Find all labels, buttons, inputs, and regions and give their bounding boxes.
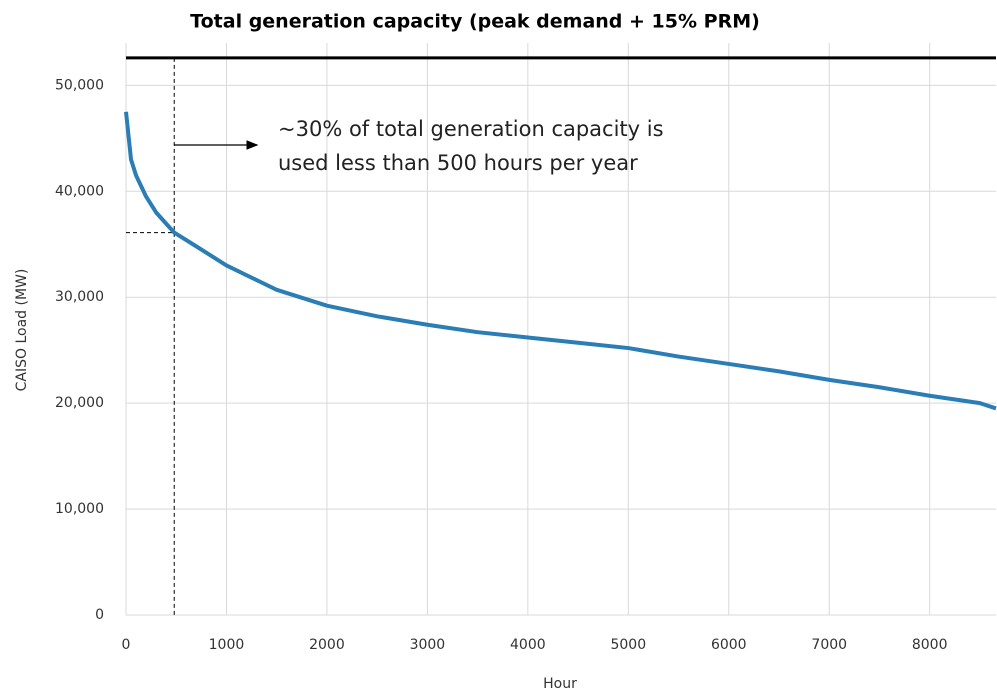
x-tick-label: 0: [122, 637, 131, 653]
y-tick-label: 50,000: [55, 77, 104, 93]
y-tick-label: 20,000: [55, 395, 104, 411]
x-tick-label: 8000: [912, 637, 948, 653]
y-tick-label: 30,000: [55, 289, 104, 305]
chart-title: Total generation capacity (peak demand +…: [190, 11, 760, 33]
x-tick-label: 6000: [711, 637, 747, 653]
x-tick-label: 3000: [410, 637, 446, 653]
x-tick-label: 7000: [811, 637, 847, 653]
x-tick-label: 5000: [610, 637, 646, 653]
x-axis-label: Hour: [543, 676, 577, 692]
x-tick-label: 1000: [209, 637, 245, 653]
y-tick-label: 0: [95, 607, 104, 623]
y-tick-label: 40,000: [55, 183, 104, 199]
y-tick-label: 10,000: [55, 501, 104, 517]
annotation: ~30% of total generation capacity is used…: [278, 117, 664, 175]
y-axis-label: CAISO Load (MW): [14, 269, 30, 392]
x-tick-label: 2000: [309, 637, 345, 653]
load-curve: [124, 111, 997, 411]
x-tick-label: 4000: [510, 637, 546, 653]
